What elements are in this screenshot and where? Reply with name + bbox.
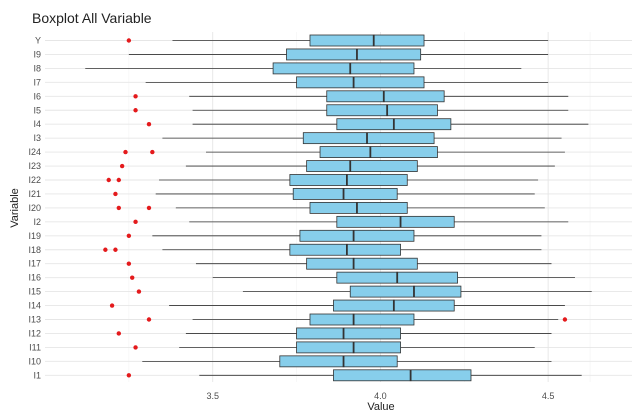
y-tick-label: I18 bbox=[28, 245, 41, 255]
outlier-point bbox=[119, 163, 125, 169]
y-tick-label: I20 bbox=[28, 203, 41, 213]
box-iqr bbox=[336, 215, 455, 228]
box-iqr bbox=[292, 188, 398, 200]
y-tick-label: I5 bbox=[33, 105, 41, 115]
box-iqr bbox=[306, 257, 418, 270]
outlier-layer bbox=[103, 38, 568, 378]
y-tick-label: I23 bbox=[28, 161, 41, 171]
outlier-point bbox=[116, 331, 121, 336]
box-iqr bbox=[349, 285, 462, 298]
box-iqr bbox=[309, 313, 415, 326]
y-tick-label: I11 bbox=[29, 342, 41, 352]
x-tick-label: 4.5 bbox=[542, 391, 555, 401]
y-tick-label: I14 bbox=[28, 301, 41, 311]
outlier-point bbox=[126, 233, 132, 238]
outlier-point bbox=[133, 345, 138, 350]
x-tick-label: 4.0 bbox=[374, 391, 387, 401]
y-tick-label: I21 bbox=[28, 189, 41, 199]
box-iqr bbox=[333, 369, 472, 382]
box-iqr bbox=[272, 62, 415, 75]
outlier-point bbox=[136, 289, 142, 294]
outlier-point bbox=[146, 122, 152, 127]
box-iqr bbox=[289, 243, 401, 256]
outlier-point bbox=[103, 247, 108, 252]
y-tick-label: I1 bbox=[33, 370, 41, 380]
outlier-point bbox=[126, 38, 132, 43]
box-iqr bbox=[309, 34, 425, 47]
outlier-point bbox=[133, 108, 138, 113]
outlier-point bbox=[146, 205, 152, 211]
box-iqr bbox=[289, 174, 408, 186]
y-tick-label: I6 bbox=[33, 91, 41, 101]
box-iqr bbox=[296, 76, 425, 89]
outlier-point bbox=[106, 177, 111, 183]
y-tick-label: I3 bbox=[33, 133, 41, 143]
box-iqr bbox=[296, 341, 401, 354]
outlier-point bbox=[123, 149, 128, 155]
y-tick-label: I8 bbox=[33, 63, 41, 73]
x-tick-label: 3.5 bbox=[206, 391, 219, 401]
outlier-point bbox=[562, 317, 568, 322]
y-tick-label: I19 bbox=[28, 231, 41, 241]
outlier-point bbox=[146, 317, 152, 322]
outlier-point bbox=[133, 94, 138, 99]
outlier-point bbox=[116, 205, 121, 211]
box-iqr bbox=[279, 355, 398, 368]
outlier-point bbox=[126, 373, 132, 378]
box-iqr bbox=[286, 48, 422, 61]
chart-title: Boxplot All Variable bbox=[32, 10, 152, 26]
outlier-point bbox=[130, 275, 135, 280]
outlier-point bbox=[113, 191, 118, 197]
outlier-point bbox=[126, 261, 132, 266]
box-iqr bbox=[306, 160, 418, 172]
y-tick-label: I13 bbox=[28, 315, 41, 325]
y-tick-label: I12 bbox=[28, 328, 41, 338]
y-tick-label: I7 bbox=[33, 77, 41, 87]
box-layer bbox=[272, 34, 472, 382]
outlier-point bbox=[133, 219, 138, 225]
outlier-point bbox=[116, 177, 121, 183]
box-iqr bbox=[296, 327, 401, 340]
y-tick-label: I15 bbox=[28, 287, 41, 297]
y-tick-label: I10 bbox=[28, 356, 41, 366]
box-iqr bbox=[319, 146, 438, 159]
y-tick-label: I24 bbox=[28, 147, 41, 157]
outlier-point bbox=[113, 247, 118, 252]
y-tick-label: I2 bbox=[33, 217, 41, 227]
box-iqr bbox=[326, 90, 445, 103]
y-tick-label: Y bbox=[35, 36, 41, 46]
y-tick-label: I16 bbox=[28, 273, 41, 283]
outlier-point bbox=[109, 303, 115, 308]
box-iqr bbox=[299, 229, 415, 242]
axis-layer: 3.5 4.0 4.5 Y I9 I8 I7 I6 I5 I4 I3 I24 I23 I22 I21 I20 I… bbox=[28, 36, 554, 402]
y-tick-label: I22 bbox=[28, 175, 41, 185]
box-iqr bbox=[309, 201, 408, 214]
x-axis-title: Value bbox=[367, 401, 394, 412]
box-iqr bbox=[326, 104, 438, 117]
y-tick-label: I9 bbox=[33, 49, 41, 59]
y-axis-title: Variable bbox=[9, 188, 21, 228]
outlier-point bbox=[150, 149, 155, 155]
y-tick-label: I4 bbox=[33, 119, 41, 129]
y-tick-label: I17 bbox=[28, 259, 41, 269]
box-iqr bbox=[302, 132, 435, 145]
